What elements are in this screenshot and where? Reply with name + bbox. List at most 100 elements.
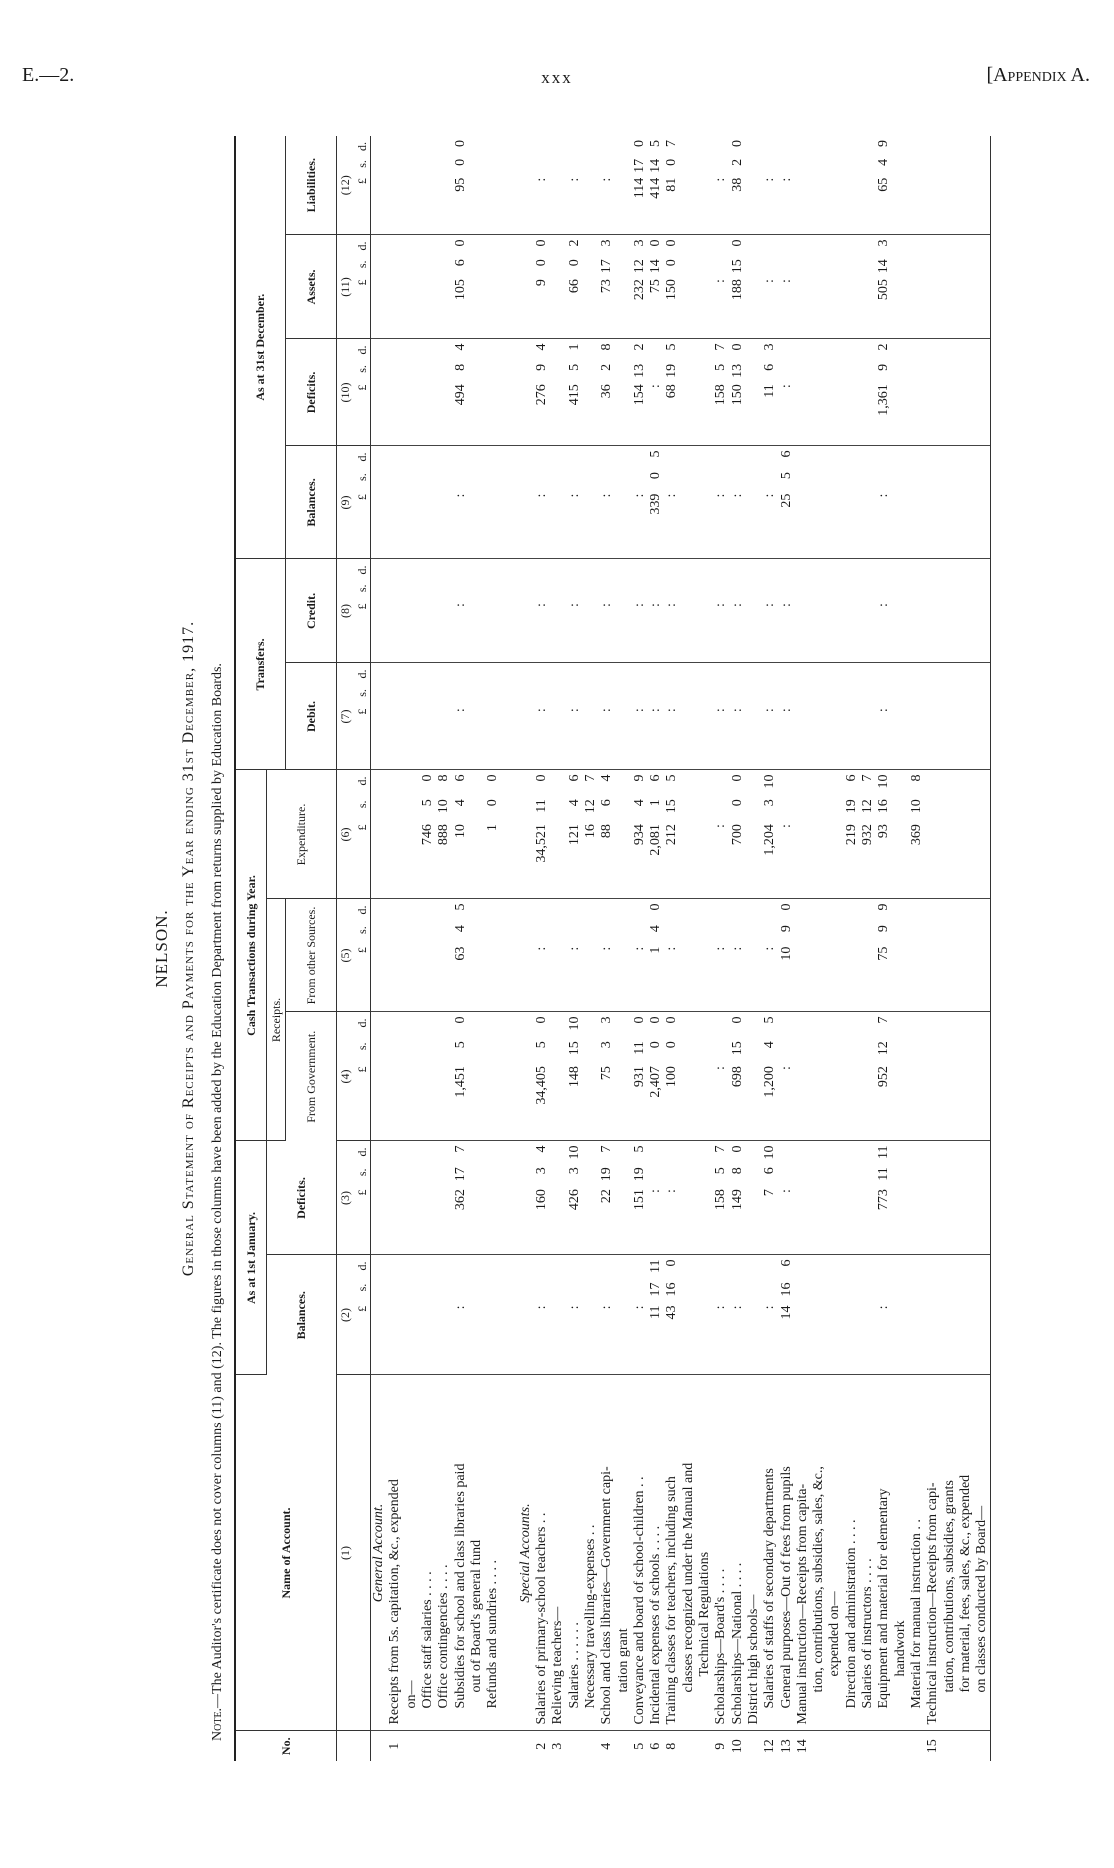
pence — [664, 450, 680, 472]
amount-cell-col-11 — [745, 234, 763, 339]
shillings: 0 — [648, 472, 664, 480]
amount-cell-col-3 — [680, 1140, 697, 1255]
amount-cell-col-4: 148 15 10 — [566, 1011, 583, 1141]
amount-cell-col-8 — [794, 558, 812, 663]
currency-unit: £ — [354, 1066, 369, 1073]
amount-cell-col-2 — [745, 1255, 763, 1375]
currency-units: £ s. d. — [354, 135, 371, 235]
shillings — [648, 364, 664, 384]
amount-cell-col-8: : — [452, 558, 469, 663]
amount-cell-col-10 — [957, 338, 974, 446]
amount: : — [664, 663, 680, 769]
pounds: 93 — [876, 824, 892, 839]
account-name: Salaries of primary-school teachers . . — [533, 1375, 551, 1731]
pence — [713, 450, 729, 472]
pounds: 75 — [599, 1066, 615, 1081]
amount-cell-col-7: : — [566, 662, 583, 770]
table-row: Technical Regulations — [696, 135, 714, 1761]
amount-cell-col-11 — [517, 234, 534, 339]
pence: 6 — [778, 450, 794, 458]
amount-cell-col-3 — [973, 1140, 991, 1255]
account-name: tion, contributions, subsidies, sales, &… — [811, 1375, 828, 1731]
amount-cell-col-9 — [387, 445, 404, 559]
amount-cell-col-7 — [419, 662, 437, 770]
shillings — [762, 583, 778, 603]
page-number: xxx — [541, 68, 573, 87]
amount-cell-col-4: 1,200 4 5 — [762, 1011, 779, 1141]
amount: 63 4 5 — [453, 899, 469, 1011]
amount-cell-col-5 — [387, 898, 404, 1012]
pounds: 934 — [631, 824, 647, 846]
note-text: —The Auditor's certificate does not cove… — [210, 663, 225, 1708]
account-number: 10 — [729, 1739, 745, 1754]
amount-cell-col-2 — [582, 1255, 600, 1375]
nil-marker: : — [648, 603, 664, 607]
amount-cell-col-10: 150 13 0 — [729, 338, 746, 446]
amount: : — [762, 663, 778, 769]
nil-marker: : — [713, 279, 729, 283]
amount-cell-col-11: : — [762, 234, 779, 339]
amount-cell-col-4: : — [778, 1011, 795, 1141]
table-row: 4 School and class libraries—Government c… — [599, 135, 616, 1761]
currency-units: £ s. d. — [354, 445, 371, 559]
shillings — [567, 472, 583, 494]
amount-cell-col-8 — [436, 558, 453, 663]
amount-cell-col-11: : — [778, 234, 795, 339]
pounds: 10 — [778, 946, 794, 961]
pence: 6 — [843, 774, 859, 782]
pounds: 105 — [452, 279, 468, 301]
amount-cell-col-12 — [370, 135, 388, 235]
pounds: 154 — [631, 384, 647, 406]
shillings — [779, 364, 795, 384]
amount-cell-col-8 — [387, 558, 404, 663]
pence — [876, 1260, 892, 1283]
group-header-jan: As at 1st January. — [235, 1140, 267, 1375]
shillings: 14 — [876, 259, 892, 274]
amount: 746 5 0 — [420, 770, 436, 898]
shillings — [599, 1283, 615, 1306]
amount: : — [762, 235, 778, 338]
pounds: 1 — [485, 824, 501, 832]
shillings: 9 — [778, 925, 794, 933]
pence: 10 — [566, 1145, 582, 1160]
pence — [779, 563, 795, 583]
auditor-note: Note.—The Auditor's certificate does not… — [210, 663, 226, 1741]
amount-cell-col-6: 34,521 11 0 — [533, 769, 551, 899]
amount: : — [648, 1141, 664, 1254]
amount-cell-col-3 — [794, 1140, 812, 1255]
shillings: 14 — [648, 158, 664, 173]
shillings — [762, 688, 778, 708]
amount-cell-col-2 — [403, 1255, 420, 1375]
amount: 339 0 5 — [648, 446, 664, 558]
amount: : — [567, 899, 583, 1011]
currency-unit: s. — [354, 473, 369, 481]
account-name: General Account. — [370, 1375, 388, 1731]
pounds: 73 — [599, 279, 615, 294]
amount: : — [762, 1256, 778, 1375]
pence — [762, 903, 778, 925]
amount-cell-col-8 — [696, 558, 714, 663]
amount: 931 11 0 — [632, 1012, 648, 1140]
amount-cell-col-7: : — [648, 662, 665, 770]
amount-cell-col-9 — [908, 445, 926, 559]
amount-cell-col-10 — [403, 338, 420, 446]
amount-cell-col-11 — [843, 234, 860, 339]
amount-cell-col-11 — [794, 234, 812, 339]
amount: : — [713, 663, 729, 769]
amount: 114 17 0 — [632, 136, 648, 235]
amount: 81 0 7 — [664, 136, 680, 235]
shillings: 3 — [762, 799, 778, 807]
amount-cell-col-9 — [843, 445, 860, 559]
nil-marker: : — [566, 1305, 582, 1310]
amount-cell-col-5 — [811, 898, 828, 1012]
amount: 700 0 0 — [730, 770, 746, 898]
amount-cell-col-10: 1,361 9 2 — [876, 338, 893, 446]
account-number: 12 — [762, 1739, 778, 1754]
table-row: Necessary travelling-expenses . . 16 12 7 — [582, 135, 600, 1761]
pence: 11 — [648, 1259, 664, 1273]
account-name: Incidental expenses of schools . . . . — [648, 1375, 665, 1731]
nil-marker: : — [778, 279, 794, 283]
amount-cell-col-5 — [370, 898, 388, 1012]
amount-cell-col-10 — [419, 338, 437, 446]
amount-cell-col-7 — [843, 662, 860, 770]
